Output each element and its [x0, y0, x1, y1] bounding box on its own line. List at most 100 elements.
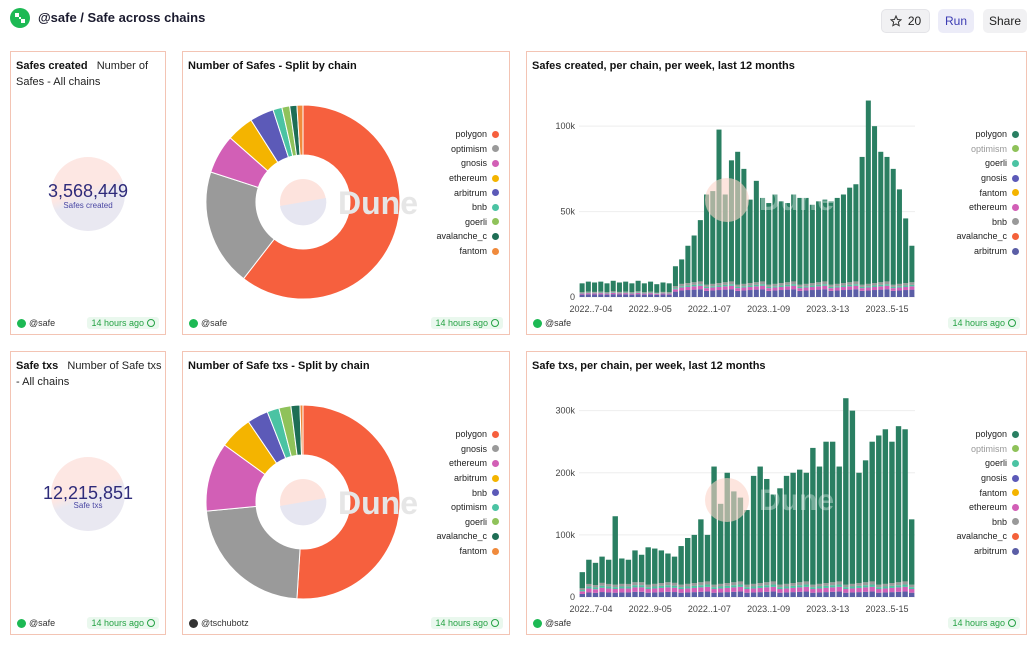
legend-item-bnb[interactable]: bnb: [413, 200, 499, 215]
bar-segment-polygon[interactable]: [645, 547, 651, 585]
bar-segment-polygon[interactable]: [671, 556, 678, 583]
bar-segment-polygon[interactable]: [648, 281, 654, 292]
owner-link[interactable]: @tschubotz: [189, 618, 249, 628]
bar-segment-polygon[interactable]: [592, 562, 599, 586]
bar-segment-polygon[interactable]: [849, 410, 856, 584]
bar-segment-polygon[interactable]: [822, 199, 828, 282]
bar-segment-polygon[interactable]: [889, 441, 895, 584]
bar-segment-polygon[interactable]: [760, 197, 766, 282]
bar-segment-polygon[interactable]: [704, 534, 711, 582]
bar-segment-polygon[interactable]: [691, 235, 697, 283]
legend-item-gnosis[interactable]: gnosis: [413, 156, 499, 171]
bar-segment-polygon[interactable]: [632, 550, 638, 583]
bar-segment-polygon[interactable]: [724, 472, 730, 584]
bar-segment-polygon[interactable]: [679, 259, 685, 284]
bar-segment-polygon[interactable]: [612, 516, 618, 585]
bar-segment-polygon[interactable]: [816, 466, 823, 584]
legend-item-polygon[interactable]: polygon: [413, 427, 499, 442]
bar-segment-polygon[interactable]: [878, 151, 884, 283]
owner-link[interactable]: @safe: [533, 318, 571, 328]
bar-segment-polygon[interactable]: [585, 281, 591, 292]
bar-segment-polygon[interactable]: [862, 460, 869, 583]
share-button[interactable]: Share: [983, 9, 1027, 33]
bar-segment-polygon[interactable]: [638, 554, 645, 583]
legend-item-avalanche_c[interactable]: avalanche_c: [413, 229, 499, 244]
bar-segment-polygon[interactable]: [625, 559, 632, 584]
legend-item-ethereum[interactable]: ethereum: [937, 200, 1019, 215]
bar-segment-polygon[interactable]: [731, 491, 737, 583]
bar-segment-polygon[interactable]: [882, 429, 889, 584]
legend-item-ethereum[interactable]: ethereum: [413, 171, 499, 186]
bar-segment-polygon[interactable]: [816, 201, 822, 283]
bar-segment-polygon[interactable]: [592, 282, 598, 292]
legend-item-bnb[interactable]: bnb: [937, 515, 1019, 530]
bar-segment-polygon[interactable]: [672, 266, 678, 287]
legend-item-goerli[interactable]: goerli: [413, 515, 499, 530]
bar-segment-polygon[interactable]: [778, 201, 784, 284]
bar-segment-polygon[interactable]: [753, 180, 759, 283]
bar-segment-polygon[interactable]: [654, 284, 660, 293]
bar-segment-polygon[interactable]: [698, 519, 704, 583]
legend-item-fantom[interactable]: fantom: [937, 185, 1019, 200]
bar-segment-polygon[interactable]: [909, 519, 915, 585]
legend-item-avalanche_c[interactable]: avalanche_c: [937, 529, 1019, 544]
bar-segment-polygon[interactable]: [619, 558, 625, 584]
bar-segment-polygon[interactable]: [834, 197, 840, 284]
legend-item-avalanche_c[interactable]: avalanche_c: [937, 229, 1019, 244]
owner-link[interactable]: @safe: [189, 318, 227, 328]
bar-segment-polygon[interactable]: [586, 559, 592, 584]
bar-segment-polygon[interactable]: [902, 429, 908, 582]
bar-segment-polygon[interactable]: [895, 426, 902, 583]
bar-segment-polygon[interactable]: [853, 184, 859, 282]
legend-item-optimism[interactable]: optimism: [413, 500, 499, 515]
bar-segment-polygon[interactable]: [635, 280, 641, 292]
bar-segment-polygon[interactable]: [711, 466, 717, 585]
bar-segment-polygon[interactable]: [766, 203, 772, 285]
bar-segment-polygon[interactable]: [737, 497, 744, 582]
legend-item-arbitrum[interactable]: arbitrum: [413, 185, 499, 200]
bar-segment-polygon[interactable]: [678, 546, 684, 585]
pie-slice-polygon[interactable]: [296, 404, 401, 600]
bar-segment-polygon[interactable]: [691, 534, 697, 584]
bar-segment-polygon[interactable]: [697, 220, 703, 282]
bar-segment-polygon[interactable]: [757, 466, 763, 584]
legend-item-gnosis[interactable]: gnosis: [413, 442, 499, 457]
legend-item-ethereum[interactable]: ethereum: [937, 500, 1019, 515]
legend-item-ethereum[interactable]: ethereum: [413, 456, 499, 471]
bar-segment-polygon[interactable]: [616, 282, 622, 292]
bar-segment-polygon[interactable]: [685, 537, 691, 584]
bar-segment-polygon[interactable]: [836, 466, 842, 582]
bar-segment-polygon[interactable]: [843, 398, 849, 585]
legend-item-goerli[interactable]: goerli: [937, 156, 1019, 171]
bar-segment-polygon[interactable]: [859, 156, 865, 285]
bar-segment-polygon[interactable]: [579, 283, 585, 293]
legend-item-polygon[interactable]: polygon: [937, 427, 1019, 442]
legend-item-goerli[interactable]: goerli: [413, 215, 499, 230]
bar-segment-polygon[interactable]: [704, 194, 710, 285]
bar-segment-polygon[interactable]: [685, 245, 691, 284]
bar-segment-polygon[interactable]: [809, 204, 815, 284]
bar-segment-polygon[interactable]: [710, 191, 716, 284]
bar-segment-polygon[interactable]: [652, 548, 658, 584]
bar-segment-polygon[interactable]: [629, 283, 635, 293]
owner-link[interactable]: @safe: [17, 318, 55, 328]
bar-segment-polygon[interactable]: [666, 283, 672, 293]
bar-segment-polygon[interactable]: [803, 472, 809, 582]
bar-segment-polygon[interactable]: [599, 556, 605, 583]
bar-segment-polygon[interactable]: [772, 194, 778, 284]
bar-segment-polygon[interactable]: [823, 441, 829, 584]
bar-segment-polygon[interactable]: [660, 282, 666, 292]
legend-item-optimism[interactable]: optimism: [937, 442, 1019, 457]
bar-segment-polygon[interactable]: [829, 441, 836, 583]
pie-slice-fantom[interactable]: [299, 404, 304, 456]
legend-item-polygon[interactable]: polygon: [413, 127, 499, 142]
bar-segment-polygon[interactable]: [665, 553, 671, 583]
legend-item-arbitrum[interactable]: arbitrum: [937, 244, 1019, 259]
pie-slice-fantom[interactable]: [296, 104, 304, 156]
bar-segment-polygon[interactable]: [722, 194, 728, 283]
legend-item-fantom[interactable]: fantom: [413, 244, 499, 259]
bar-segment-polygon[interactable]: [783, 475, 790, 584]
bar-segment-polygon[interactable]: [741, 168, 747, 284]
bar-segment-polygon[interactable]: [890, 168, 896, 285]
legend-item-gnosis[interactable]: gnosis: [937, 471, 1019, 486]
